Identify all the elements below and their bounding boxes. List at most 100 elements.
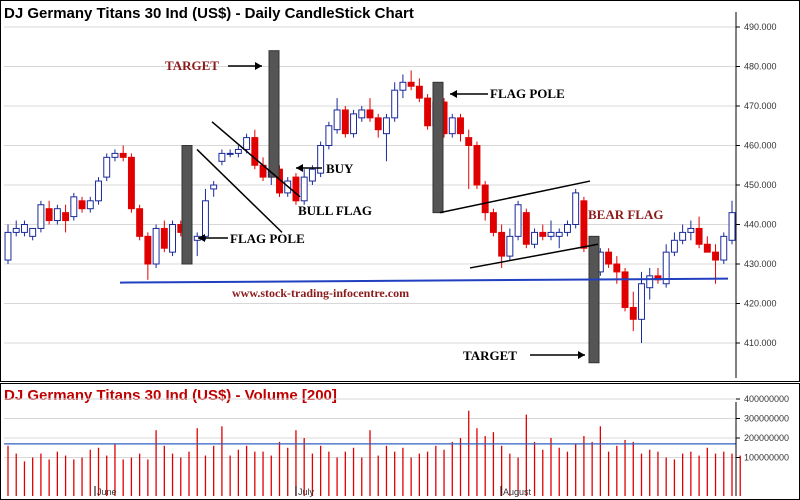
volume-y-axis: 100000000 200000000 300000000 400000000 (735, 394, 789, 496)
price-y-tick-label: 460.000 (744, 141, 777, 151)
candle-body (481, 184, 489, 214)
volume-y-tick-label: 200000000 (744, 433, 789, 443)
candle-body (243, 137, 251, 150)
watermark-text: www.stock-trading-infocentre.com (232, 286, 409, 300)
candle-body (572, 192, 580, 225)
annotation-arrow-head (255, 62, 262, 70)
candle-body (712, 251, 720, 261)
annotation-label: TARGET (463, 348, 517, 363)
bear-flag-upper-line (439, 180, 591, 214)
support-line (119, 277, 729, 284)
candle-body (531, 231, 539, 245)
candle-body (662, 251, 670, 285)
annotation-arrow-head (198, 234, 205, 242)
price-y-tick-label: 420.000 (744, 299, 777, 309)
candle-body (325, 125, 333, 146)
volume-y-tick-label: 100000000 (744, 453, 789, 463)
candle-body (160, 227, 168, 249)
volume-x-axis: June July August (94, 486, 532, 497)
price-chart-title: DJ Germany Titans 30 Ind (US$) - Daily C… (4, 5, 414, 22)
candle-body (300, 176, 308, 202)
candle-body (424, 97, 432, 127)
annotation-arrow-head (578, 351, 585, 359)
annotation-label: BULL FLAG (298, 203, 372, 218)
candle-body (415, 85, 423, 99)
candle-body (20, 224, 28, 233)
candle-body (407, 81, 415, 87)
candle-body (703, 243, 711, 253)
annotation-label: FLAG POLE (490, 86, 565, 101)
candle-body (374, 117, 382, 131)
volume-x-month-label: August (503, 487, 532, 497)
candle-body (226, 152, 234, 155)
annotation-label: BUY (326, 161, 354, 176)
candle-body (53, 208, 61, 222)
price-y-axis: 410.000 420.000 430.000 440.000 450.000 460.0… (735, 12, 777, 378)
price-panel (0, 0, 800, 382)
volume-chart-title: DJ Germany Titans 30 Ind (US$) - Volume … (4, 387, 337, 404)
flag-pole-bar (588, 235, 600, 364)
candle-body (95, 180, 102, 202)
candle-body (111, 152, 119, 158)
bull-flag-upper-line (211, 121, 301, 198)
candle-body (498, 231, 506, 257)
candle-body (62, 212, 70, 222)
candle-body (358, 109, 366, 119)
candle-body (489, 212, 497, 233)
volume-y-tick-label: 400000000 (744, 394, 789, 404)
candle-body (366, 109, 374, 119)
candle-body (4, 231, 12, 261)
candle-body (720, 235, 728, 261)
candle-body (695, 227, 703, 245)
candle-body (103, 156, 111, 178)
candle-body (382, 117, 390, 135)
candle-body (638, 283, 645, 320)
candle-body (728, 212, 736, 241)
volume-bars (4, 410, 741, 496)
candle-body (86, 200, 94, 210)
annotation-label: FLAG POLE (230, 231, 305, 246)
candle-body (670, 239, 678, 253)
candle-body (555, 231, 563, 237)
price-y-tick-label: 450.000 (744, 180, 777, 190)
candle-body (169, 224, 177, 253)
candle-body (563, 224, 571, 233)
candle-body (78, 200, 86, 210)
candle-body (341, 109, 349, 135)
bear-flag-lower-line (469, 243, 599, 269)
volume-x-month-label: July (298, 487, 315, 497)
annotation-label: BEAR FLAG (588, 207, 663, 222)
candle-body (539, 231, 547, 237)
candle-body (119, 152, 127, 158)
flag-pole-bar (181, 145, 193, 265)
candle-body (506, 235, 514, 257)
candle-body (522, 212, 530, 245)
candle-body (448, 117, 456, 135)
candle-body (308, 168, 316, 182)
price-overlays: www.stock-trading-infocentre.com TARGET BU… (119, 50, 729, 364)
candle-body (29, 227, 37, 237)
flag-pole-bar (432, 81, 444, 214)
candle-body (473, 145, 481, 186)
flag-pole-bar (268, 50, 280, 178)
volume-x-month-label: June (97, 487, 117, 497)
annotation-arrow-head (296, 164, 303, 172)
candle-body (70, 196, 78, 218)
candle-body (457, 117, 464, 135)
price-y-tick-label: 490.000 (744, 22, 777, 32)
candle-body (399, 81, 407, 91)
candle-body (251, 137, 259, 166)
candle-body (679, 231, 687, 241)
candle-body (152, 227, 160, 265)
bull-flag-lower-line (196, 148, 283, 233)
price-grid (4, 26, 736, 344)
candle-body (37, 204, 45, 229)
candle-body (12, 227, 20, 233)
price-y-tick-label: 410.000 (744, 338, 777, 348)
candle-body (292, 176, 300, 202)
candle-body (136, 208, 144, 237)
annotation-arrow-head (450, 90, 457, 98)
price-y-tick-label: 440.000 (744, 220, 777, 230)
candle-body (391, 89, 399, 119)
